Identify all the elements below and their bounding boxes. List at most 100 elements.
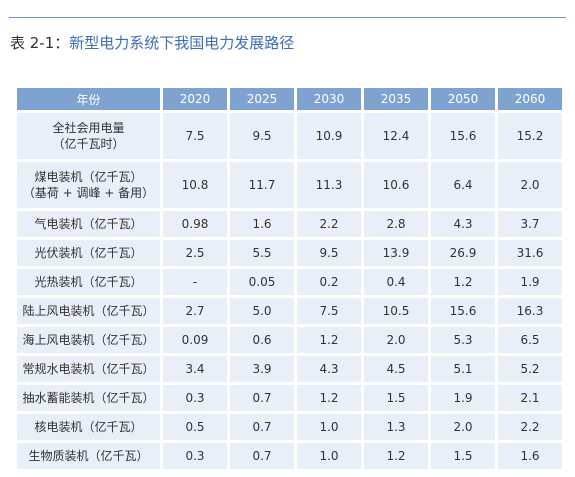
header-2035: 2035: [364, 88, 428, 110]
value-cell: 2.0: [364, 327, 428, 353]
row-label: 常规水电装机（亿千瓦）: [17, 356, 160, 382]
row-label: 全社会用电量 （亿千瓦时）: [17, 113, 160, 159]
value-cell: 2.7: [163, 298, 227, 324]
value-cell: 15.6: [431, 113, 495, 159]
value-cell: 1.9: [498, 269, 562, 295]
value-cell: 11.7: [230, 162, 294, 208]
header-2060: 2060: [498, 88, 562, 110]
value-cell: 5.5: [230, 240, 294, 266]
row-label: 核电装机（亿千瓦）: [17, 414, 160, 440]
value-cell: 1.2: [297, 385, 361, 411]
top-rule: [9, 17, 566, 18]
value-cell: 5.0: [230, 298, 294, 324]
value-cell: 2.5: [163, 240, 227, 266]
value-cell: 3.4: [163, 356, 227, 382]
row-label-line: 光伏装机（亿千瓦）: [34, 246, 143, 260]
table-caption: 表 2-1：新型电力系统下我国电力发展路径: [10, 33, 294, 53]
value-cell: 2.8: [364, 211, 428, 237]
header-row: 年份 2020 2025 2030 2035 2050 2060: [17, 88, 562, 110]
table-row: 抽水蓄能装机（亿千瓦） 0.3 0.7 1.2 1.5 1.9 2.1: [17, 385, 562, 411]
value-cell: 5.3: [431, 327, 495, 353]
value-cell: 7.5: [297, 298, 361, 324]
value-cell: 13.9: [364, 240, 428, 266]
row-label-line: 核电装机（亿千瓦）: [34, 420, 143, 434]
value-cell: 1.0: [297, 414, 361, 440]
table-row: 煤电装机（亿千瓦） （基荷 + 调峰 + 备用） 10.8 11.7 11.3 10.6 6…: [17, 162, 562, 208]
table-row: 光伏装机（亿千瓦） 2.5 5.5 9.5 13.9 26.9 31.6: [17, 240, 562, 266]
value-cell: 4.3: [297, 356, 361, 382]
value-cell: 0.5: [163, 414, 227, 440]
power-development-table: 年份 2020 2025 2030 2035 2050 2060 全社会用电量 （…: [14, 85, 565, 472]
value-cell: 1.2: [431, 269, 495, 295]
row-label: 陆上风电装机（亿千瓦）: [17, 298, 160, 324]
row-label-line: 海上风电装机（亿千瓦）: [22, 333, 155, 347]
row-label-line: 生物质装机（亿千瓦）: [28, 449, 149, 463]
table-number: 表 2-1：: [10, 34, 70, 52]
value-cell: 10.5: [364, 298, 428, 324]
value-cell: 10.9: [297, 113, 361, 159]
value-cell: 4.3: [431, 211, 495, 237]
value-cell: 0.6: [230, 327, 294, 353]
value-cell: 2.2: [498, 414, 562, 440]
value-cell: 10.6: [364, 162, 428, 208]
table-row: 常规水电装机（亿千瓦） 3.4 3.9 4.3 4.5 5.1 5.2: [17, 356, 562, 382]
value-cell: 3.7: [498, 211, 562, 237]
row-label: 煤电装机（亿千瓦） （基荷 + 调峰 + 备用）: [17, 162, 160, 208]
value-cell: 9.5: [230, 113, 294, 159]
header-2030: 2030: [297, 88, 361, 110]
value-cell: 1.5: [364, 385, 428, 411]
value-cell: 1.9: [431, 385, 495, 411]
value-cell: 5.2: [498, 356, 562, 382]
row-label-line: 气电装机（亿千瓦）: [34, 217, 143, 231]
row-label-line: 常规水电装机（亿千瓦）: [22, 362, 155, 376]
row-label: 光热装机（亿千瓦）: [17, 269, 160, 295]
value-cell: 26.9: [431, 240, 495, 266]
value-cell: 31.6: [498, 240, 562, 266]
value-cell: 1.5: [431, 443, 495, 469]
row-label: 生物质装机（亿千瓦）: [17, 443, 160, 469]
value-cell: 1.3: [364, 414, 428, 440]
value-cell: 15.6: [431, 298, 495, 324]
value-cell: 2.0: [431, 414, 495, 440]
value-cell: 2.0: [498, 162, 562, 208]
value-cell: 9.5: [297, 240, 361, 266]
value-cell: 1.2: [364, 443, 428, 469]
value-cell: 0.7: [230, 414, 294, 440]
table-title: 新型电力系统下我国电力发展路径: [69, 34, 295, 52]
table-row: 气电装机（亿千瓦） 0.98 1.6 2.2 2.8 4.3 3.7: [17, 211, 562, 237]
row-label-line: 全社会用电量: [52, 121, 125, 135]
value-cell: 2.2: [297, 211, 361, 237]
row-label-line: （基荷 + 调峰 + 备用）: [22, 186, 155, 200]
value-cell: 0.3: [163, 385, 227, 411]
table-row: 光热装机（亿千瓦） -0.05 0.2 0.4 1.2 1.9: [17, 269, 562, 295]
table-row: 陆上风电装机（亿千瓦） 2.7 5.0 7.5 10.5 15.6 16.3: [17, 298, 562, 324]
table-row: 海上风电装机（亿千瓦） 0.09 0.6 1.2 2.0 5.3 6.5: [17, 327, 562, 353]
value-cell: 5.1: [431, 356, 495, 382]
value-cell: 7.5: [163, 113, 227, 159]
value-cell: 1.2: [297, 327, 361, 353]
row-label-line: （亿千瓦时）: [52, 137, 125, 151]
value-cell: 4.5: [364, 356, 428, 382]
value-cell: 0.98: [163, 211, 227, 237]
row-label-line: 光热装机（亿千瓦）: [34, 275, 143, 289]
row-label: 海上风电装机（亿千瓦）: [17, 327, 160, 353]
row-label-line: 煤电装机（亿千瓦）: [34, 170, 143, 184]
header-year: 年份: [17, 88, 160, 110]
value-cell: 0.3: [163, 443, 227, 469]
value-cell: 6.5: [498, 327, 562, 353]
value-cell: 16.3: [498, 298, 562, 324]
value-cell: 0.2: [297, 269, 361, 295]
row-label: 气电装机（亿千瓦）: [17, 211, 160, 237]
value-cell: 0.09: [163, 327, 227, 353]
row-label-line: 陆上风电装机（亿千瓦）: [22, 304, 155, 318]
row-label: 光伏装机（亿千瓦）: [17, 240, 160, 266]
value-cell: 3.9: [230, 356, 294, 382]
header-2050: 2050: [431, 88, 495, 110]
value-cell: 1.0: [297, 443, 361, 469]
header-2020: 2020: [163, 88, 227, 110]
value-cell: 0.4: [364, 269, 428, 295]
table-row: 生物质装机（亿千瓦） 0.3 0.7 1.0 1.2 1.5 1.6: [17, 443, 562, 469]
value-cell: 12.4: [364, 113, 428, 159]
row-label: 抽水蓄能装机（亿千瓦）: [17, 385, 160, 411]
value-cell: 10.8: [163, 162, 227, 208]
